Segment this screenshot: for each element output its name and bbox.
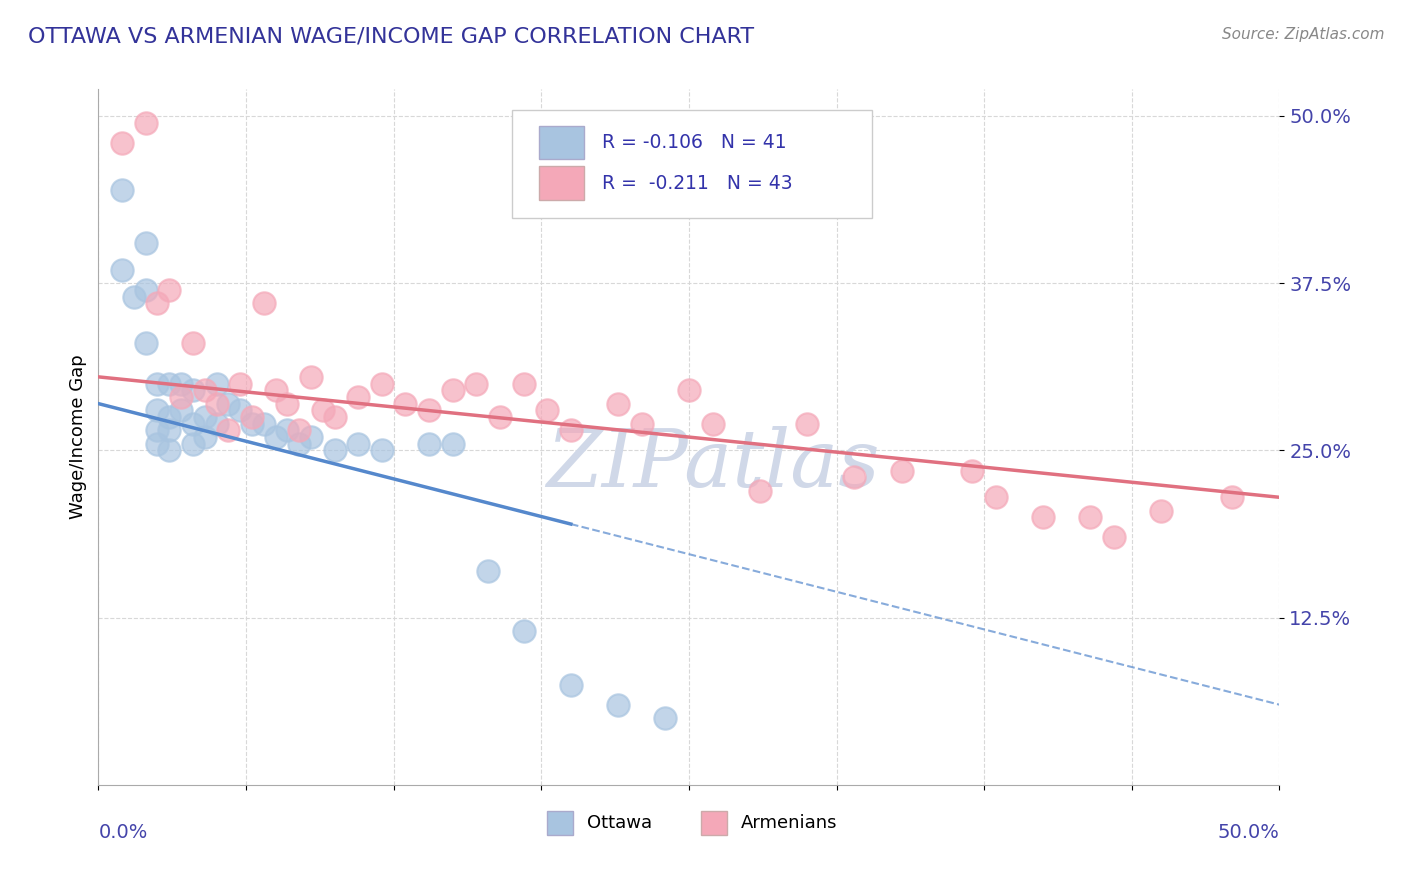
Point (371, 376, 394, 391)
Point (607, 698, 630, 712)
Point (1032, 510, 1054, 524)
Point (135, 236, 157, 251)
Bar (538, 126, 583, 160)
Y-axis label: Wage/Income Gap: Wage/Income Gap (69, 355, 87, 519)
Text: Ottawa: Ottawa (588, 814, 652, 832)
Point (962, 464, 984, 478)
Point (1080, 510, 1102, 524)
Text: R = -0.106   N = 41: R = -0.106 N = 41 (602, 133, 786, 153)
Point (323, 443, 346, 458)
Point (560, 678, 582, 692)
Point (181, 417, 204, 431)
Point (157, 410, 180, 425)
Point (157, 283, 180, 297)
Point (441, 384, 464, 398)
Point (194, 430, 217, 444)
Point (217, 424, 239, 438)
Point (418, 403, 440, 417)
Point (465, 376, 488, 391)
Point (146, 403, 169, 417)
Point (1150, 503, 1173, 517)
Point (312, 403, 335, 417)
Point (135, 116, 157, 130)
Point (205, 376, 228, 391)
Point (170, 390, 193, 404)
Point (181, 436, 204, 450)
Point (194, 384, 217, 398)
Point (748, 483, 770, 498)
Point (157, 443, 180, 458)
Point (678, 384, 700, 398)
Point (844, 470, 866, 484)
Point (170, 376, 193, 391)
Point (1220, 490, 1243, 504)
Point (264, 384, 287, 398)
Text: ZIPatlas: ZIPatlas (546, 426, 879, 504)
Bar (700, 811, 727, 835)
Point (371, 443, 394, 458)
Point (347, 390, 370, 404)
Point (122, 289, 145, 303)
Point (253, 296, 276, 310)
Point (111, 183, 134, 197)
Point (441, 436, 464, 450)
Point (253, 417, 276, 431)
Text: 0.0%: 0.0% (98, 823, 148, 842)
Point (560, 424, 582, 438)
Text: OTTAWA VS ARMENIAN WAGE/INCOME GAP CORRELATION CHART: OTTAWA VS ARMENIAN WAGE/INCOME GAP CORRE… (28, 27, 754, 46)
Point (205, 417, 228, 431)
Point (702, 417, 724, 431)
Point (512, 376, 534, 391)
Point (276, 396, 298, 410)
Point (288, 436, 311, 450)
Point (630, 417, 652, 431)
Point (264, 430, 287, 444)
Point (299, 369, 322, 384)
Text: 50.0%: 50.0% (1218, 823, 1279, 842)
Point (323, 410, 346, 425)
Point (229, 403, 252, 417)
Point (146, 436, 169, 450)
Point (276, 424, 298, 438)
Point (146, 376, 169, 391)
Point (170, 403, 193, 417)
Point (111, 136, 134, 150)
Text: R =  -0.211   N = 43: R = -0.211 N = 43 (602, 174, 792, 193)
Point (347, 436, 370, 450)
Point (1102, 530, 1125, 544)
Point (240, 417, 263, 431)
Point (240, 410, 263, 425)
Point (157, 376, 180, 391)
Point (111, 263, 134, 277)
Point (217, 396, 239, 410)
Point (536, 403, 558, 417)
Point (890, 464, 912, 478)
Point (299, 430, 322, 444)
Point (135, 336, 157, 351)
Point (418, 436, 440, 450)
Point (288, 424, 311, 438)
Point (477, 564, 499, 578)
Text: Source: ZipAtlas.com: Source: ZipAtlas.com (1222, 27, 1385, 42)
Bar (538, 167, 583, 200)
Point (654, 711, 676, 725)
Point (181, 336, 204, 351)
Point (146, 424, 169, 438)
Point (984, 490, 1007, 504)
Point (135, 283, 157, 297)
Point (181, 384, 204, 398)
Point (796, 417, 818, 431)
Bar (547, 811, 574, 835)
FancyBboxPatch shape (512, 110, 872, 218)
Point (205, 396, 228, 410)
Point (157, 424, 180, 438)
Text: Armenians: Armenians (741, 814, 838, 832)
Point (489, 410, 512, 425)
Point (607, 396, 630, 410)
Point (512, 624, 534, 639)
Point (146, 296, 169, 310)
Point (229, 376, 252, 391)
Point (194, 410, 217, 425)
Point (394, 396, 416, 410)
